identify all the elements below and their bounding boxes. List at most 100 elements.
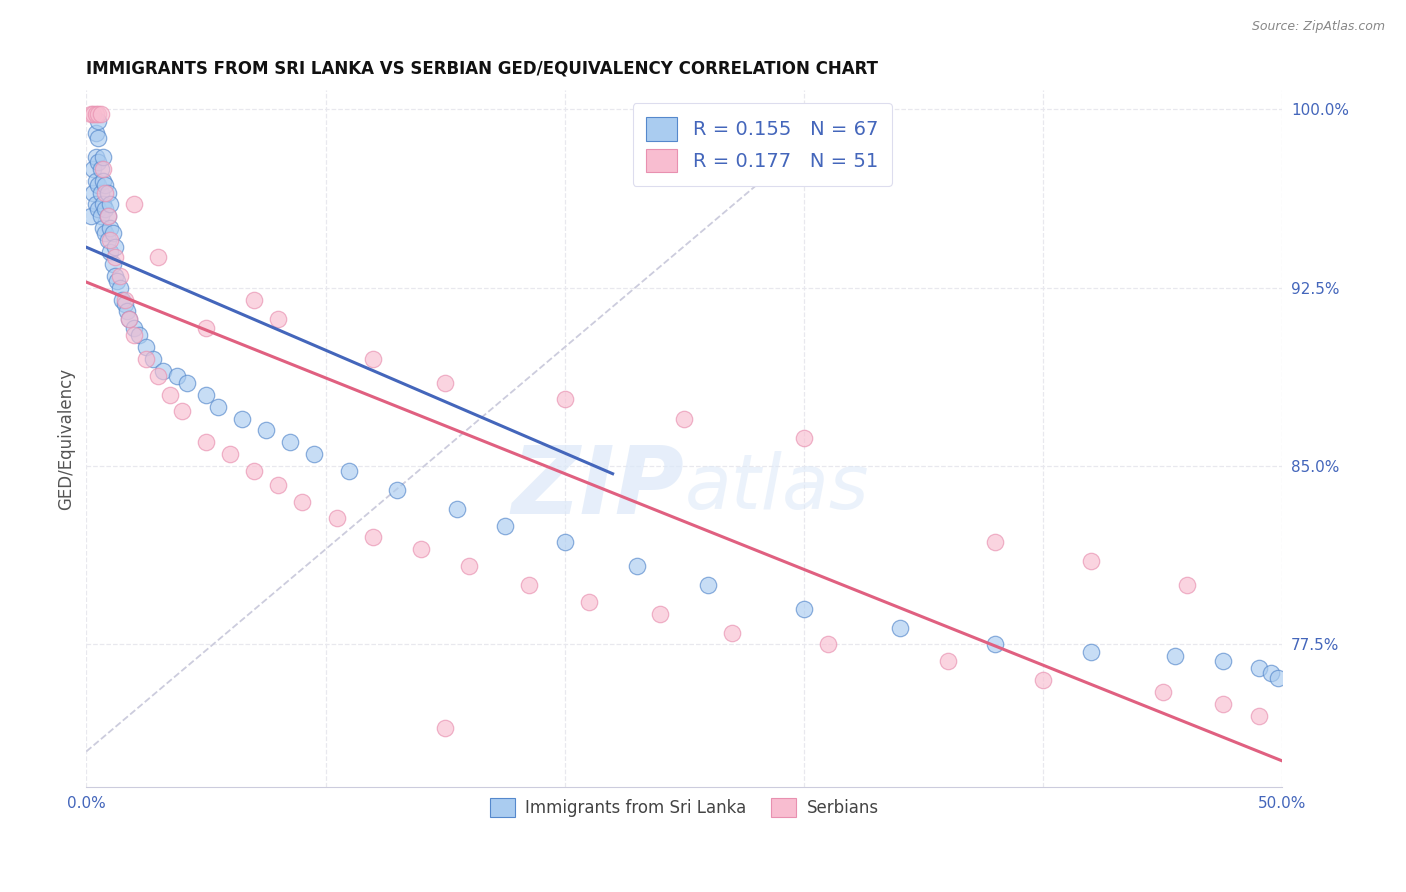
Point <box>142 352 165 367</box>
Point <box>1260 665 1282 680</box>
Point <box>159 388 181 402</box>
Point <box>1164 649 1187 664</box>
Point <box>91 197 114 211</box>
Point <box>302 447 325 461</box>
Point <box>91 161 114 176</box>
Point <box>266 311 288 326</box>
Point <box>278 435 301 450</box>
Point <box>80 107 103 121</box>
Point <box>1032 673 1054 687</box>
Point <box>254 424 277 438</box>
Point <box>108 268 131 283</box>
Point <box>170 404 193 418</box>
Point <box>98 233 121 247</box>
Point <box>793 601 815 615</box>
Point <box>84 197 107 211</box>
Point <box>554 535 576 549</box>
Point <box>97 210 120 224</box>
Point <box>101 226 124 240</box>
Point <box>87 107 110 121</box>
Point <box>363 352 385 367</box>
Point <box>84 150 107 164</box>
Text: IMMIGRANTS FROM SRI LANKA VS SERBIAN GED/EQUIVALENCY CORRELATION CHART: IMMIGRANTS FROM SRI LANKA VS SERBIAN GED… <box>86 60 879 78</box>
Point <box>90 107 112 121</box>
Point <box>84 126 107 140</box>
Point <box>1175 578 1198 592</box>
Point <box>231 411 253 425</box>
Point <box>104 268 127 283</box>
Point <box>135 352 157 367</box>
Point <box>326 511 349 525</box>
Point <box>242 464 264 478</box>
Point <box>118 311 141 326</box>
Point <box>82 161 104 176</box>
Point <box>434 721 457 735</box>
Point <box>1247 708 1270 723</box>
Point <box>194 388 217 402</box>
Point <box>114 297 136 311</box>
Point <box>194 321 217 335</box>
Point <box>122 197 145 211</box>
Point <box>984 637 1007 651</box>
Text: ZIP: ZIP <box>512 442 685 533</box>
Point <box>673 411 696 425</box>
Text: Source: ZipAtlas.com: Source: ZipAtlas.com <box>1251 20 1385 33</box>
Point <box>626 558 648 573</box>
Point <box>98 221 121 235</box>
Point <box>97 186 120 200</box>
Point <box>266 478 288 492</box>
Point <box>111 293 134 307</box>
Point <box>98 245 121 260</box>
Point <box>517 578 540 592</box>
Point <box>108 281 131 295</box>
Point <box>91 221 114 235</box>
Point <box>101 257 124 271</box>
Point <box>90 161 112 176</box>
Point <box>458 558 481 573</box>
Point <box>146 250 169 264</box>
Point <box>194 435 217 450</box>
Text: atlas: atlas <box>685 450 869 524</box>
Point <box>87 154 110 169</box>
Point <box>105 274 128 288</box>
Point <box>554 392 576 407</box>
Point <box>97 210 120 224</box>
Point <box>166 368 188 383</box>
Point <box>793 431 815 445</box>
Point <box>91 150 114 164</box>
Point <box>98 197 121 211</box>
Point <box>242 293 264 307</box>
Point <box>291 494 314 508</box>
Point <box>128 328 150 343</box>
Point <box>984 535 1007 549</box>
Point <box>578 594 600 608</box>
Point <box>87 114 110 128</box>
Point <box>97 233 120 247</box>
Point <box>87 178 110 193</box>
Point <box>94 178 117 193</box>
Point <box>104 240 127 254</box>
Point <box>889 621 911 635</box>
Point <box>650 607 672 621</box>
Point <box>146 368 169 383</box>
Point <box>207 400 229 414</box>
Point <box>218 447 240 461</box>
Point <box>90 210 112 224</box>
Point <box>135 340 157 354</box>
Point <box>80 210 103 224</box>
Point <box>118 311 141 326</box>
Point <box>84 174 107 188</box>
Point <box>446 501 468 516</box>
Point <box>387 483 409 497</box>
Y-axis label: GED/Equivalency: GED/Equivalency <box>58 368 75 510</box>
Point <box>1152 685 1174 699</box>
Point <box>434 376 457 390</box>
Point <box>82 107 104 121</box>
Point <box>82 186 104 200</box>
Point <box>1212 697 1234 711</box>
Point <box>176 376 198 390</box>
Point <box>1267 671 1289 685</box>
Point <box>411 542 433 557</box>
Point <box>152 364 174 378</box>
Point <box>936 654 959 668</box>
